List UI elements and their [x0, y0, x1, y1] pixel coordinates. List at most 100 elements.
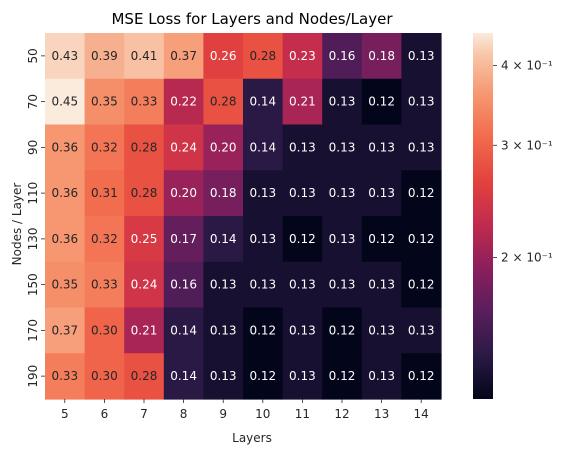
heatmap-cell-label: 0.12 — [408, 278, 435, 292]
heatmap-cell — [163, 216, 204, 263]
heatmap-cell — [84, 216, 125, 263]
heatmap-cell — [361, 124, 402, 171]
heatmap-cell-label: 0.26 — [210, 49, 237, 63]
heatmap-cell — [282, 124, 323, 171]
heatmap-cell — [124, 216, 165, 263]
heatmap-cell — [203, 216, 244, 263]
heatmap-cell-label: 0.13 — [289, 278, 316, 292]
heatmap-cell-label: 0.37 — [170, 49, 197, 63]
heatmap-cell — [124, 353, 165, 400]
colorbar-ticks: 4 × 10⁻¹ 3 × 10⁻¹ 2 × 10⁻¹ — [493, 59, 553, 265]
heatmap-cell-label: 0.39 — [91, 49, 118, 63]
heatmap-cell — [401, 353, 442, 400]
heatmap-cell-label: 0.13 — [408, 140, 435, 154]
heatmap-cell-label: 0.41 — [131, 49, 158, 63]
heatmap-cell-label: 0.12 — [329, 369, 356, 383]
heatmap-cell — [243, 261, 284, 309]
heatmap-cell — [361, 353, 402, 400]
heatmap-cell-label: 0.13 — [249, 232, 276, 246]
x-axis-label: Layers — [232, 431, 272, 445]
heatmap-cell-label: 0.33 — [51, 369, 78, 383]
x-tick-label: 11 — [295, 407, 310, 421]
heatmap-cell-label: 0.13 — [408, 323, 435, 337]
x-tick-label: 7 — [140, 407, 148, 421]
heatmap-cell-label: 0.21 — [289, 95, 316, 109]
heatmap-cell-label: 0.33 — [131, 95, 158, 109]
heatmap-cell-label: 0.13 — [249, 278, 276, 292]
heatmap-cell — [45, 216, 86, 263]
heatmap-cell — [45, 33, 86, 80]
heatmap-cell — [243, 124, 284, 171]
y-tick-label: 110 — [26, 182, 40, 205]
heatmap-cell-label: 0.35 — [91, 95, 118, 109]
heatmap-cell-label: 0.31 — [91, 186, 118, 200]
heatmap-cell-label: 0.25 — [131, 232, 158, 246]
heatmap-cell-label: 0.13 — [368, 140, 395, 154]
heatmap-cell — [401, 261, 442, 309]
heatmap-cell — [322, 307, 363, 354]
heatmap-cell-label: 0.13 — [210, 369, 237, 383]
heatmap-cell-label: 0.13 — [289, 186, 316, 200]
y-tick-label: 70 — [26, 94, 40, 109]
heatmap-cell-label: 0.35 — [51, 278, 78, 292]
heatmap-cell-label: 0.12 — [249, 369, 276, 383]
heatmap-cell — [361, 261, 402, 309]
heatmap-cell-label: 0.36 — [51, 232, 78, 246]
heatmap-cell — [84, 33, 125, 80]
heatmap-cell — [45, 78, 86, 126]
heatmap-cell-label: 0.22 — [170, 95, 197, 109]
x-tick-label: 8 — [180, 407, 188, 421]
heatmap-cell-label: 0.13 — [289, 369, 316, 383]
heatmap-cell-label: 0.36 — [51, 186, 78, 200]
x-axis-ticks: 5 6 7 8 9 10 11 12 13 14 — [61, 399, 429, 421]
heatmap-cell-label: 0.30 — [91, 323, 118, 337]
heatmap-cell-label: 0.36 — [51, 140, 78, 154]
heatmap-cell-label: 0.32 — [91, 232, 118, 246]
y-axis-label: Nodes / Layer — [10, 183, 24, 266]
heatmap-cell — [124, 124, 165, 171]
heatmap-cell — [361, 33, 402, 80]
heatmap-cell — [243, 78, 284, 126]
heatmap-cell — [243, 353, 284, 400]
heatmap-cell — [124, 170, 165, 217]
heatmap-cell — [322, 216, 363, 263]
heatmap-cell-label: 0.12 — [289, 232, 316, 246]
heatmap-cell — [163, 353, 204, 400]
heatmap-cell-label: 0.18 — [210, 186, 237, 200]
heatmap-cell-label: 0.14 — [210, 232, 237, 246]
heatmap-cell — [124, 33, 165, 80]
heatmap-cell — [163, 307, 204, 354]
colorbar-tick-label: 3 × 10⁻¹ — [501, 138, 553, 152]
heatmap-cell — [45, 170, 86, 217]
heatmap-cell — [322, 353, 363, 400]
heatmap-cell — [84, 170, 125, 217]
heatmap-cell — [322, 33, 363, 80]
heatmap-cell — [163, 170, 204, 217]
heatmap-cell — [45, 307, 86, 354]
heatmap-cell — [401, 124, 442, 171]
heatmap-cell-label: 0.13 — [368, 369, 395, 383]
heatmap-cell — [203, 78, 244, 126]
heatmap-cell-label: 0.13 — [329, 278, 356, 292]
heatmap-cell-label: 0.20 — [170, 186, 197, 200]
heatmap-cell — [282, 170, 323, 217]
heatmap-cell — [203, 307, 244, 354]
heatmap-cell-label: 0.43 — [51, 49, 78, 63]
heatmap-cell — [203, 33, 244, 80]
x-tick-label: 13 — [374, 407, 389, 421]
heatmap-cell-label: 0.12 — [368, 232, 395, 246]
heatmap-cell — [282, 78, 323, 126]
heatmap-cell — [322, 78, 363, 126]
heatmap-cell — [203, 261, 244, 309]
heatmap-cell-label: 0.16 — [170, 278, 197, 292]
heatmap-cell-label: 0.18 — [368, 49, 395, 63]
heatmap-cell-label: 0.37 — [51, 323, 78, 337]
x-tick-label: 10 — [255, 407, 270, 421]
heatmap-cell-label: 0.14 — [170, 369, 197, 383]
y-tick-label: 50 — [26, 48, 40, 63]
heatmap-cell-label: 0.13 — [368, 323, 395, 337]
heatmap-cell — [163, 78, 204, 126]
heatmap-cell — [203, 353, 244, 400]
heatmap-cell — [243, 216, 284, 263]
